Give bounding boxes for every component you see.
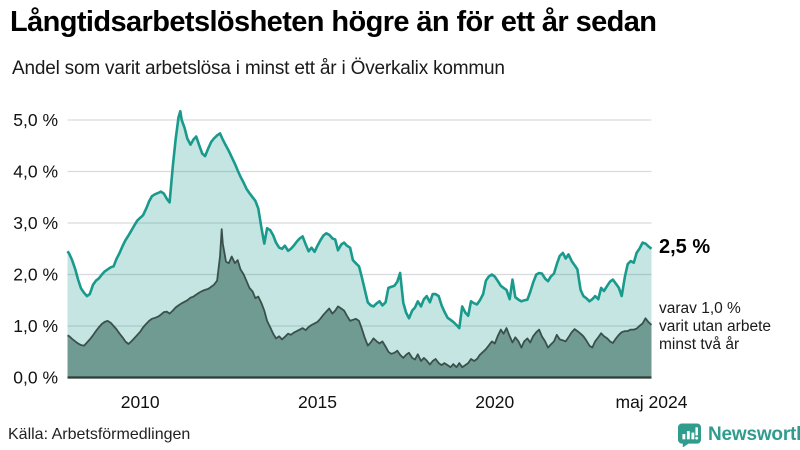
source-note: Källa: Arbetsförmedlingen [8, 426, 191, 443]
y-axis-labels: 5,0 % 4,0 % 3,0 % 2,0 % 1,0 % 0,0 % [13, 110, 58, 388]
exclamation-bar [695, 427, 698, 436]
bar-medium [691, 432, 695, 440]
chart-subtitle: Andel som varit arbetslösa i minst ett å… [12, 58, 505, 79]
y-tick-label: 1,0 % [13, 316, 58, 336]
x-tick-label: 2015 [298, 392, 337, 412]
page-title: Långtidsarbetslösheten högre än för ett … [10, 6, 657, 38]
x-tick-label: 2020 [475, 392, 514, 412]
x-axis-labels: 2010 2015 2020 maj 2024 [121, 392, 688, 412]
latest-value-annotation: 2,5 % [659, 236, 711, 258]
subseries-annotation-line3: minst två år [659, 336, 740, 353]
x-tick-label: 2010 [121, 392, 160, 412]
newsworthy-wordmark: Newsworthy [708, 424, 800, 445]
subseries-annotation-line2: varit utan arbete [659, 318, 772, 335]
series-two-plus-years [67, 228, 653, 378]
x-tick-label: maj 2024 [616, 392, 688, 412]
y-tick-label: 3,0 % [13, 213, 58, 233]
exclamation-dot [695, 436, 699, 440]
bar-small [682, 434, 686, 440]
y-tick-label: 5,0 % [13, 110, 58, 130]
newsworthy-logo: Newsworthy [678, 423, 800, 447]
y-tick-label: 2,0 % [13, 265, 58, 285]
newsworthy-icon [678, 423, 701, 447]
bar-tall [686, 431, 690, 440]
y-tick-label: 4,0 % [13, 162, 58, 182]
subseries-annotation-line1: varav 1,0 % [659, 300, 741, 317]
subseries-annotation: varav 1,0 % varit utan arbete minst två … [659, 300, 771, 354]
y-tick-label: 0,0 % [13, 368, 58, 388]
